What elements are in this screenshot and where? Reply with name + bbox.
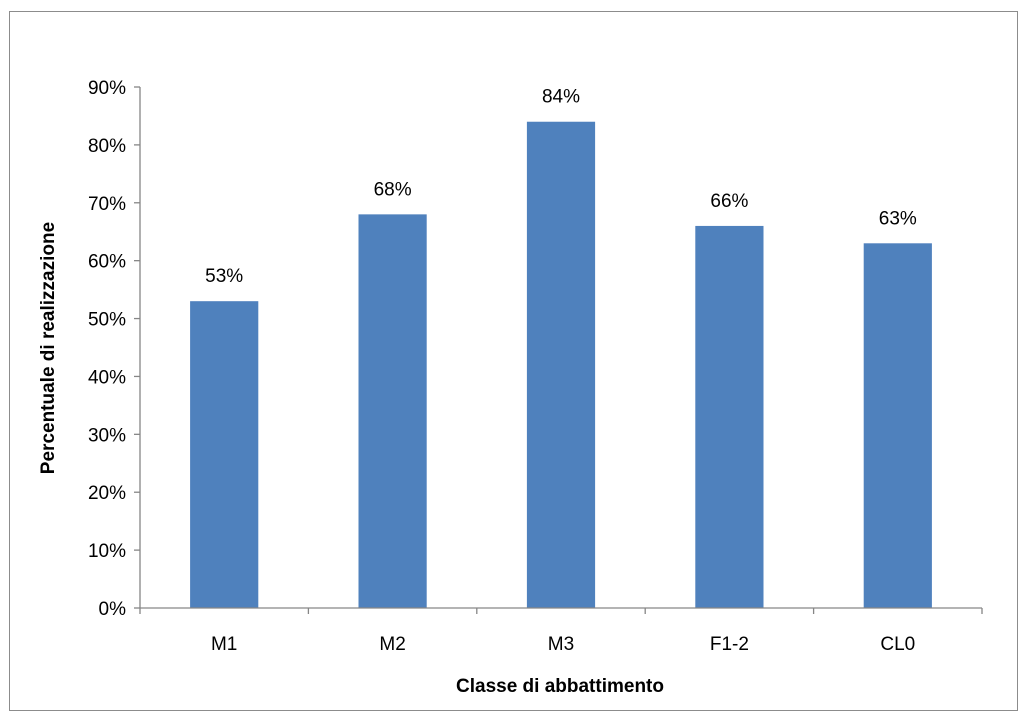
y-tick-label: 30% <box>88 425 126 446</box>
y-tick-label: 90% <box>88 78 126 99</box>
x-tick-label: CL0 <box>880 634 915 655</box>
data-label: 84% <box>542 87 580 108</box>
x-tick-label: F1-2 <box>710 634 749 655</box>
bar-m1 <box>190 301 259 608</box>
y-axis-ticks: 0% 10% 20% 30% 40% 50% 60% 70% 80% 90% <box>88 78 140 620</box>
y-tick-label: 50% <box>88 310 126 331</box>
y-tick-label: 60% <box>88 252 126 273</box>
x-axis-ticks: M1 M2 M3 F1-2 CL0 <box>139 608 983 655</box>
y-tick-label: 0% <box>99 599 127 620</box>
x-tick-label: M1 <box>211 634 237 655</box>
data-label: 53% <box>205 266 243 287</box>
y-tick-label: 20% <box>88 483 126 504</box>
x-tick-label: M2 <box>379 634 405 655</box>
y-tick-label: 40% <box>88 367 126 388</box>
bars-group: 53% 68% 84% 66% 63% <box>190 87 932 609</box>
data-label: 66% <box>710 191 748 212</box>
data-label: 63% <box>879 208 917 229</box>
bar-f1-2 <box>695 225 764 608</box>
y-tick-label: 80% <box>88 136 126 157</box>
y-axis-title: Percentuale di realizzazione <box>38 222 59 474</box>
x-tick-label: M3 <box>548 634 574 655</box>
bar-m2 <box>358 214 427 608</box>
chart-frame <box>9 11 1018 711</box>
bar-m3 <box>526 121 596 608</box>
data-label: 68% <box>374 179 412 200</box>
y-tick-label: 70% <box>88 194 126 215</box>
x-axis-title: Classe di abbattimento <box>456 676 664 697</box>
y-tick-label: 10% <box>88 541 126 562</box>
bar-cl0 <box>863 243 932 609</box>
